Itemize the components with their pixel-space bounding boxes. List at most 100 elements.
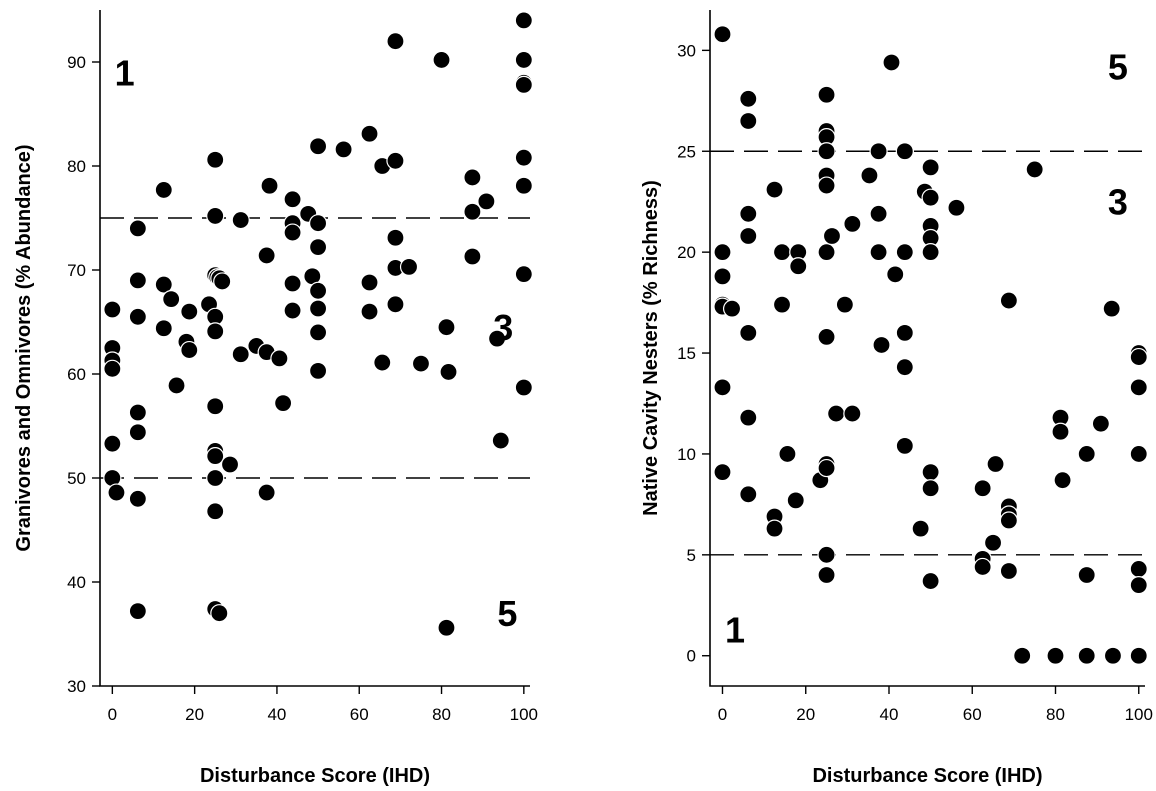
data-point bbox=[360, 273, 379, 292]
zone-label: 3 bbox=[493, 307, 513, 348]
x-axis-title: Disturbance Score (IHD) bbox=[200, 765, 430, 787]
data-point bbox=[463, 202, 482, 221]
x-tick-label: 60 bbox=[350, 705, 369, 724]
data-point bbox=[231, 345, 250, 364]
x-tick-label: 80 bbox=[1046, 705, 1065, 724]
data-point bbox=[713, 378, 732, 397]
data-point bbox=[1053, 471, 1072, 490]
data-point bbox=[713, 25, 732, 44]
data-point bbox=[999, 291, 1018, 310]
data-point bbox=[514, 378, 533, 397]
y-tick-label: 90 bbox=[67, 53, 86, 72]
x-axis-title: Disturbance Score (IHD) bbox=[812, 765, 1042, 787]
data-point bbox=[206, 447, 225, 466]
data-point bbox=[154, 319, 173, 338]
data-point bbox=[308, 238, 328, 257]
data-point bbox=[514, 148, 533, 167]
data-point bbox=[817, 458, 836, 478]
x-tick-label: 20 bbox=[796, 705, 815, 724]
data-point bbox=[1025, 160, 1044, 179]
zone-label: 5 bbox=[497, 593, 517, 634]
zone-label: 5 bbox=[1108, 47, 1128, 88]
data-point bbox=[206, 397, 225, 416]
data-point bbox=[817, 176, 836, 195]
data-point bbox=[739, 485, 758, 504]
y-tick-label: 80 bbox=[67, 157, 86, 176]
y-tick-label: 10 bbox=[677, 445, 696, 464]
data-point bbox=[360, 124, 379, 143]
data-point bbox=[739, 111, 758, 131]
data-point bbox=[463, 247, 482, 266]
data-point bbox=[514, 75, 533, 94]
data-point bbox=[283, 301, 302, 320]
data-point bbox=[999, 561, 1018, 581]
data-point bbox=[128, 219, 147, 238]
data-point bbox=[1129, 347, 1148, 367]
data-point bbox=[835, 295, 854, 314]
data-point bbox=[162, 290, 181, 309]
data-point bbox=[270, 349, 289, 368]
data-point bbox=[817, 243, 836, 262]
data-point bbox=[1129, 444, 1148, 464]
data-point bbox=[789, 257, 808, 276]
data-point bbox=[210, 604, 229, 623]
data-point bbox=[128, 271, 147, 290]
x-tick-label: 40 bbox=[267, 705, 286, 724]
data-point bbox=[308, 361, 328, 380]
data-point bbox=[947, 198, 966, 217]
data-point bbox=[986, 454, 1005, 474]
data-point bbox=[107, 483, 126, 502]
data-point bbox=[843, 214, 862, 233]
data-point bbox=[817, 565, 836, 585]
data-point bbox=[739, 89, 758, 108]
data-point bbox=[765, 180, 784, 199]
data-point bbox=[973, 479, 992, 498]
data-point bbox=[206, 468, 225, 488]
data-point bbox=[772, 295, 792, 314]
data-point bbox=[1051, 422, 1070, 441]
data-point bbox=[283, 223, 302, 242]
data-point bbox=[206, 206, 225, 226]
data-point bbox=[308, 299, 328, 318]
data-point bbox=[308, 214, 328, 233]
axis-lines bbox=[99, 10, 530, 687]
data-point bbox=[477, 192, 496, 211]
data-point bbox=[765, 519, 784, 538]
x-tick-label: 20 bbox=[185, 705, 204, 724]
data-point bbox=[274, 394, 293, 413]
data-point bbox=[827, 404, 846, 423]
data-point bbox=[817, 85, 836, 104]
x-tick-label: 0 bbox=[108, 705, 117, 724]
data-point bbox=[231, 210, 250, 230]
y-tick-label: 30 bbox=[677, 41, 696, 60]
data-point bbox=[1077, 565, 1096, 585]
data-point bbox=[739, 226, 758, 246]
data-point bbox=[886, 265, 905, 284]
y-tick-label: 50 bbox=[67, 469, 86, 488]
data-point bbox=[921, 479, 940, 498]
y-tick-label: 0 bbox=[687, 647, 696, 666]
data-point bbox=[739, 408, 758, 427]
data-point bbox=[1129, 378, 1148, 397]
data-point bbox=[921, 158, 940, 177]
data-point bbox=[999, 511, 1018, 530]
data-point bbox=[983, 533, 1003, 552]
data-point bbox=[973, 557, 992, 577]
y-tick-label: 20 bbox=[677, 243, 696, 262]
data-point bbox=[373, 353, 392, 372]
zone-label: 1 bbox=[725, 609, 745, 650]
data-point bbox=[206, 502, 225, 521]
y-tick-label: 5 bbox=[687, 546, 696, 565]
data-point bbox=[869, 243, 888, 262]
data-point bbox=[260, 176, 279, 195]
data-point bbox=[778, 444, 797, 464]
data-point bbox=[739, 204, 758, 223]
data-point bbox=[128, 423, 147, 442]
data-point bbox=[439, 362, 458, 382]
data-point bbox=[386, 295, 405, 314]
data-point bbox=[772, 243, 792, 262]
data-point bbox=[1129, 646, 1148, 665]
data-point bbox=[128, 403, 147, 422]
data-point bbox=[437, 618, 456, 637]
data-point bbox=[786, 491, 805, 510]
